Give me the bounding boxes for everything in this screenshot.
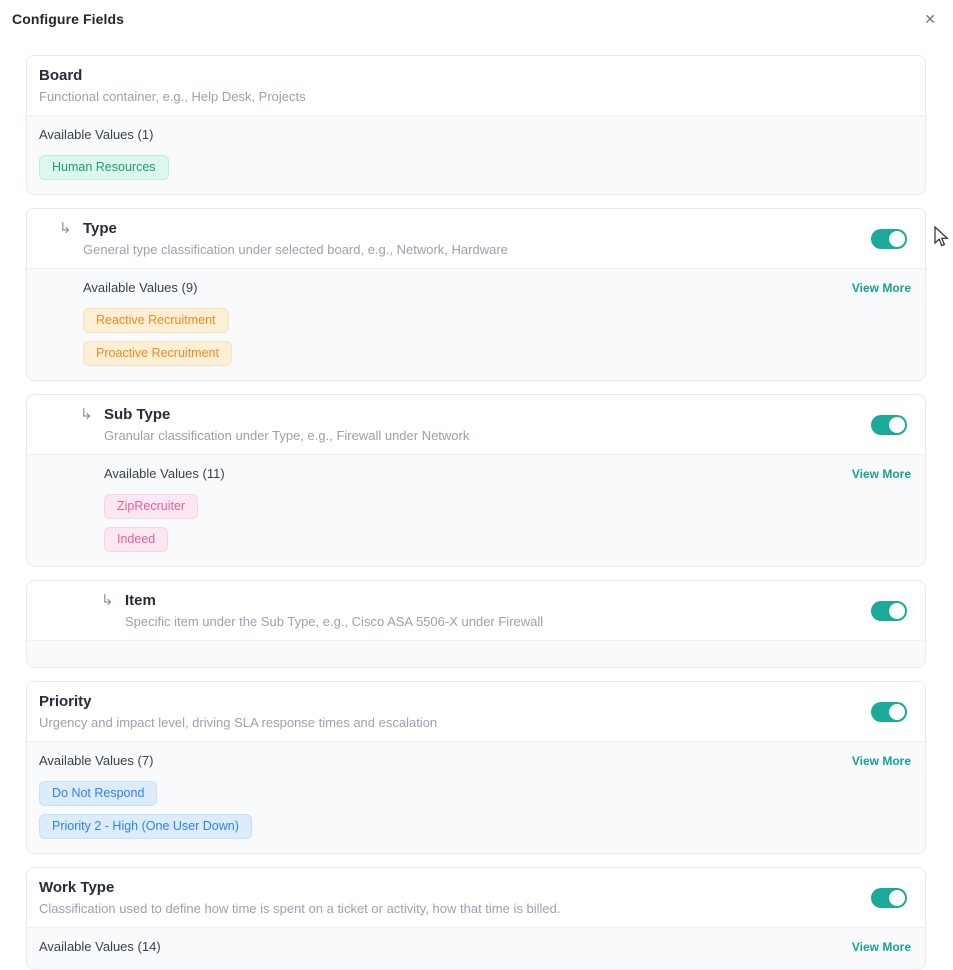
value-chips: Do Not Respond Priority 2 - High (One Use… <box>39 781 911 839</box>
section-card-item: ↳ Item Specific item under the Sub Type, e… <box>26 580 926 668</box>
available-values-label: Available Values (1) <box>39 127 154 142</box>
sections-list: Board Functional container, e.g., Help De… <box>0 36 953 970</box>
toggle-knob <box>889 703 905 720</box>
values-area <box>27 640 925 667</box>
close-icon[interactable]: ✕ <box>920 10 940 28</box>
value-chip: Reactive Recruitment <box>83 308 229 333</box>
item-toggle[interactable] <box>871 600 907 621</box>
section-description: General type classification under select… <box>83 242 508 257</box>
value-chip: Human Resources <box>39 155 169 180</box>
value-chips: Reactive Recruitment Proactive Recruitmen… <box>83 308 911 366</box>
section-header: Work Type Classification used to define h… <box>27 868 925 927</box>
available-values-label: Available Values (9) <box>83 280 198 295</box>
value-chip: Indeed <box>104 527 169 552</box>
indent-arrow-icon: ↳ <box>101 592 114 609</box>
section-card-type: ↳ Type General type classification under s… <box>26 208 926 381</box>
value-chip: Priority 2 - High (One User Down) <box>39 814 252 839</box>
indent-arrow-icon: ↳ <box>80 406 93 423</box>
section-card-work-type: Work Type Classification used to define h… <box>26 867 926 970</box>
section-title: Type <box>83 220 117 237</box>
section-card-priority: Priority Urgency and impact level, drivin… <box>26 681 926 854</box>
available-values-label: Available Values (7) <box>39 753 154 768</box>
work-type-toggle[interactable] <box>871 887 907 908</box>
values-area: Available Values (1) Human Resources <box>27 115 925 194</box>
values-area: Available Values (7) View More Do Not Resp… <box>27 741 925 853</box>
section-header: ↳ Item Specific item under the Sub Type, e… <box>27 581 925 640</box>
dialog-header: Configure Fields ✕ <box>0 0 953 36</box>
toggle-knob <box>889 889 905 906</box>
section-card-board: Board Functional container, e.g., Help De… <box>26 55 926 195</box>
section-description: Functional container, e.g., Help Desk, P… <box>39 89 306 104</box>
type-toggle[interactable] <box>871 228 907 249</box>
view-more-link[interactable]: View More <box>851 754 911 768</box>
values-area: Available Values (14) View More <box>27 927 925 969</box>
section-description: Classification used to define how time i… <box>39 901 561 916</box>
section-header: Priority Urgency and impact level, drivin… <box>27 682 925 741</box>
available-values-label: Available Values (11) <box>104 466 225 481</box>
values-area: Available Values (9) View More Reactive Re… <box>27 268 925 380</box>
toggle-knob <box>889 602 905 619</box>
priority-toggle[interactable] <box>871 701 907 722</box>
dialog-title: Configure Fields <box>12 11 125 27</box>
section-title: Sub Type <box>104 406 171 423</box>
section-title: Work Type <box>39 879 115 896</box>
indent-arrow-icon: ↳ <box>59 220 72 237</box>
view-more-link[interactable]: View More <box>851 281 911 295</box>
toggle-knob <box>889 416 905 433</box>
section-description: Specific item under the Sub Type, e.g., … <box>125 614 544 629</box>
section-title: Priority <box>39 693 92 710</box>
section-header: ↳ Sub Type Granular classification under T… <box>27 395 925 454</box>
value-chips: Human Resources <box>39 155 911 180</box>
section-header: ↳ Type General type classification under s… <box>27 209 925 268</box>
value-chip: Proactive Recruitment <box>83 341 232 366</box>
section-title: Item <box>125 592 156 609</box>
section-description: Urgency and impact level, driving SLA re… <box>39 715 438 730</box>
section-title: Board <box>39 67 83 84</box>
values-area: Available Values (11) View More ZipRecruit… <box>27 454 925 566</box>
section-card-sub-type: ↳ Sub Type Granular classification under T… <box>26 394 926 567</box>
available-values-label: Available Values (14) <box>39 939 161 954</box>
value-chip: ZipRecruiter <box>104 494 199 519</box>
section-header: Board Functional container, e.g., Help De… <box>27 56 925 115</box>
view-more-link[interactable]: View More <box>851 467 911 481</box>
value-chip: Do Not Respond <box>39 781 158 806</box>
view-more-link[interactable]: View More <box>851 940 911 954</box>
sub-type-toggle[interactable] <box>871 414 907 435</box>
value-chips: ZipRecruiter Indeed <box>104 494 911 552</box>
section-description: Granular classification under Type, e.g.… <box>104 428 470 443</box>
toggle-knob <box>889 230 905 247</box>
